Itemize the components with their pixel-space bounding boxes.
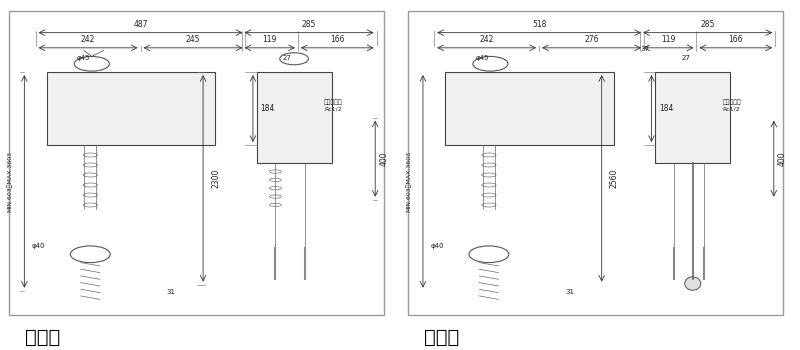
Text: 400: 400: [778, 151, 787, 166]
Text: 518: 518: [532, 20, 546, 29]
Text: 285: 285: [701, 20, 715, 29]
Text: φ45: φ45: [77, 55, 90, 61]
Text: 27: 27: [283, 55, 292, 61]
Text: MIN.603～MAX.3603: MIN.603～MAX.3603: [406, 151, 411, 212]
Text: φ40: φ40: [430, 243, 444, 249]
Text: 119: 119: [262, 35, 277, 44]
Text: 242: 242: [81, 35, 95, 44]
Text: 拉杆式: 拉杆式: [26, 328, 61, 347]
Text: 27: 27: [682, 55, 690, 61]
Text: 184: 184: [659, 104, 674, 113]
Text: 31: 31: [566, 289, 574, 295]
Text: 184: 184: [261, 104, 274, 113]
Bar: [257, 72, 331, 163]
Bar: [446, 72, 614, 145]
Text: 2300: 2300: [211, 169, 220, 188]
Text: 119: 119: [661, 35, 675, 44]
Ellipse shape: [685, 277, 701, 290]
Text: 空气进接口
Rc1/2: 空气进接口 Rc1/2: [722, 100, 742, 111]
Text: 487: 487: [134, 20, 148, 29]
Text: 空气进接口
Rc1/2: 空气进接口 Rc1/2: [324, 100, 343, 111]
Bar: [10, 12, 384, 315]
Text: 166: 166: [330, 35, 345, 44]
Text: φ45: φ45: [475, 55, 489, 61]
Bar: [47, 72, 215, 145]
Text: 245: 245: [186, 35, 200, 44]
Bar: [655, 72, 730, 163]
Text: 276: 276: [584, 35, 599, 44]
Text: 31: 31: [166, 289, 176, 295]
Text: 37: 37: [640, 46, 650, 52]
Bar: [408, 12, 782, 315]
Text: 285: 285: [302, 20, 316, 29]
Text: 按钮式: 按钮式: [424, 328, 459, 347]
Text: 400: 400: [379, 151, 388, 166]
Text: 2560: 2560: [610, 169, 618, 188]
Text: 166: 166: [729, 35, 743, 44]
Text: 242: 242: [479, 35, 494, 44]
Text: φ40: φ40: [32, 243, 46, 249]
Text: MIN.603～MAX.3603: MIN.603～MAX.3603: [6, 151, 12, 212]
